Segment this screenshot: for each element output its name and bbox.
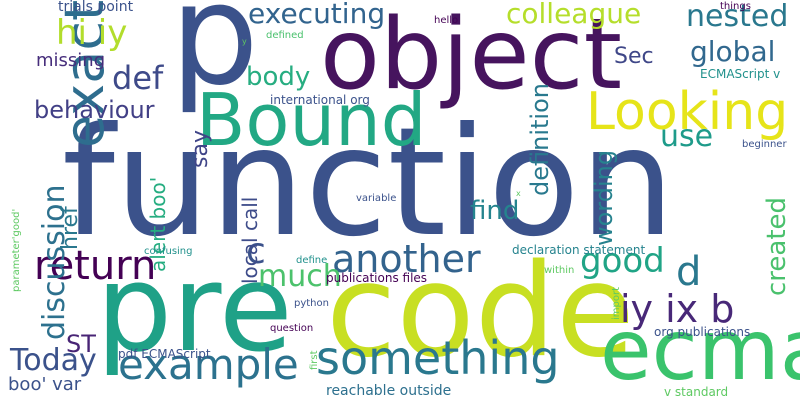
word-within: within [544, 265, 575, 276]
word-international-org: international org [270, 93, 370, 107]
word-missing: missing [36, 50, 106, 71]
word-confusing: confusing [144, 246, 193, 257]
word-body: body [246, 62, 311, 92]
word-hi-iy: hi iy [56, 13, 128, 53]
word-parameter-good: parameter'good' [11, 208, 22, 292]
word-good: good [580, 241, 665, 281]
word-code: code [326, 237, 635, 386]
word-sec: Sec [614, 44, 654, 69]
word-function: function [62, 96, 675, 270]
word-d: d [676, 249, 702, 295]
word-bound: Bound [196, 78, 427, 162]
word-href: href [58, 206, 83, 250]
word-publications-files: publications files [326, 271, 428, 285]
word-hello: hello [434, 15, 459, 26]
word-alert-boo: alert boo' [146, 176, 170, 272]
word-nested: nested [686, 0, 789, 34]
word-beginner: beginner [742, 139, 787, 150]
word-define: define [296, 255, 328, 266]
word-global: global [690, 35, 776, 68]
word-org-publications: org publications [654, 325, 751, 339]
word-defined: defined [266, 30, 304, 41]
word-ecmascript-v: ECMAScript v [700, 67, 781, 81]
word-colleague: colleague [506, 0, 642, 30]
word-another: another [332, 237, 481, 281]
word-wording: wording [590, 149, 618, 246]
word-python: python [294, 298, 329, 309]
word-question: question [270, 323, 314, 334]
word-pdf-ecmascript: pdf ECMAScript [118, 347, 211, 361]
word-return: return [34, 243, 157, 289]
word-say: say [188, 130, 213, 168]
word-first: first [309, 350, 320, 370]
word-looking: Looking [586, 82, 789, 142]
word-reachable-outside: reachable outside [326, 383, 452, 399]
word-pre: pre [96, 240, 293, 379]
word-created: created [762, 196, 792, 296]
word-iy-ix-b: iy ix b [620, 287, 735, 331]
word-something: something [316, 331, 560, 385]
word-import: import [611, 286, 622, 320]
word-behaviour: behaviour [34, 96, 155, 124]
word-p: p [170, 0, 259, 117]
word-definition: definition [526, 83, 554, 196]
word-ecma: ecma [600, 301, 800, 399]
word-example: example [118, 340, 299, 389]
word-today: Today [10, 343, 97, 378]
word-boo-var: boo' var [8, 374, 82, 395]
word-x: x [516, 189, 521, 198]
word-much: much [258, 259, 342, 294]
word-local-call: local call [238, 196, 262, 284]
word-find: find [470, 196, 520, 226]
word-v-standard: v standard [664, 385, 729, 399]
word-variable: variable [356, 193, 397, 204]
word-use: use [660, 119, 714, 154]
word-trials-point: trials point [58, 0, 134, 15]
word-executing: executing [248, 0, 386, 30]
word-c: c [246, 231, 266, 272]
word-declaration-statement: declaration statement [512, 243, 646, 257]
word-st: ST [66, 330, 96, 358]
word-things: things [720, 1, 751, 12]
word-y: y [242, 37, 247, 46]
word-object: object [320, 0, 622, 112]
word-def: def [112, 59, 164, 97]
